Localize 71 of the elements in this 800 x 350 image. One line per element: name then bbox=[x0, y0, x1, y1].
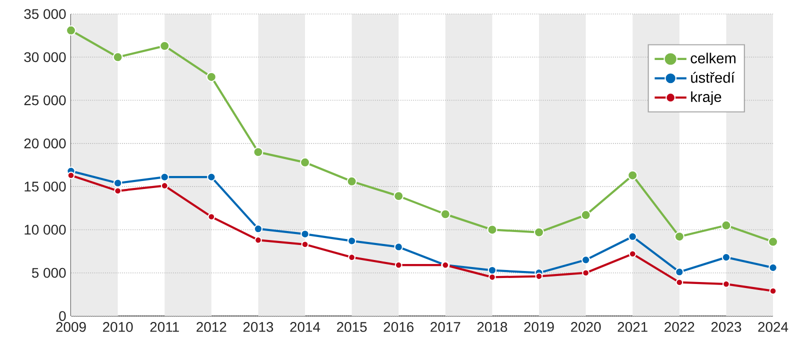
point bbox=[582, 269, 590, 277]
point bbox=[254, 236, 262, 244]
point bbox=[113, 178, 122, 188]
y-tick-label: 20 000 bbox=[24, 138, 66, 148]
x-tick-label: 2020 bbox=[571, 322, 601, 332]
point bbox=[488, 266, 497, 275]
point bbox=[207, 172, 216, 182]
point bbox=[768, 236, 778, 247]
point bbox=[676, 278, 684, 286]
point bbox=[114, 187, 122, 195]
point bbox=[580, 210, 591, 220]
legend-label: celkem bbox=[690, 52, 736, 64]
point bbox=[254, 224, 263, 234]
x-tick-label: 2010 bbox=[102, 322, 133, 332]
y-tick-label: 5 000 bbox=[32, 268, 66, 278]
point bbox=[628, 250, 636, 258]
point bbox=[722, 252, 731, 262]
x-tick-label: 2019 bbox=[524, 322, 554, 332]
y-tick-label: 25 000 bbox=[24, 95, 66, 106]
y-tick-label: 15 000 bbox=[24, 182, 66, 192]
point bbox=[628, 170, 638, 180]
point bbox=[206, 72, 216, 82]
x-tick-label: 2016 bbox=[384, 322, 414, 332]
point bbox=[628, 232, 637, 242]
x-tick-label: 2023 bbox=[711, 322, 742, 332]
x-tick-label: 2024 bbox=[758, 322, 788, 332]
x-tick-label: 2022 bbox=[664, 322, 694, 332]
y-tick-label: 35 000 bbox=[24, 9, 66, 19]
x-tick-label: 2013 bbox=[243, 322, 274, 332]
point bbox=[487, 224, 498, 235]
x-tick-label: 2011 bbox=[150, 322, 179, 332]
x-tick-label: 2021 bbox=[618, 322, 648, 332]
x-tick-label: 2015 bbox=[337, 322, 367, 332]
y-tick-label: 0 bbox=[59, 311, 66, 321]
y-tick-label: 10 000 bbox=[24, 224, 66, 235]
point bbox=[768, 263, 778, 272]
point bbox=[160, 172, 169, 182]
point bbox=[394, 191, 404, 202]
point bbox=[535, 272, 543, 280]
point bbox=[721, 220, 732, 230]
point bbox=[769, 287, 777, 295]
point bbox=[347, 236, 356, 246]
point bbox=[300, 157, 310, 168]
point bbox=[488, 273, 496, 281]
x-tick-label: 2012 bbox=[196, 322, 226, 332]
point bbox=[675, 268, 684, 276]
point bbox=[208, 213, 216, 220]
y-tick-label: 30 000 bbox=[24, 52, 66, 62]
point bbox=[346, 176, 357, 186]
point bbox=[440, 209, 450, 220]
point bbox=[348, 254, 356, 262]
legend-label: kraje bbox=[691, 91, 722, 105]
x-tick-label: 2017 bbox=[430, 322, 460, 332]
point bbox=[534, 227, 544, 238]
point bbox=[674, 232, 684, 242]
point bbox=[112, 52, 123, 62]
point bbox=[66, 25, 76, 36]
x-tick-label: 2009 bbox=[56, 322, 86, 332]
point bbox=[300, 230, 310, 238]
point bbox=[394, 261, 402, 269]
x-tick-label: 2014 bbox=[290, 322, 320, 332]
point bbox=[67, 172, 75, 180]
point bbox=[253, 147, 264, 158]
point bbox=[394, 242, 403, 252]
point bbox=[722, 280, 730, 288]
point bbox=[301, 240, 309, 248]
x-tick-label: 2018 bbox=[477, 322, 508, 332]
point bbox=[581, 256, 590, 264]
legend-label: ústředí bbox=[691, 72, 735, 83]
point bbox=[160, 182, 168, 190]
point bbox=[160, 40, 170, 51]
